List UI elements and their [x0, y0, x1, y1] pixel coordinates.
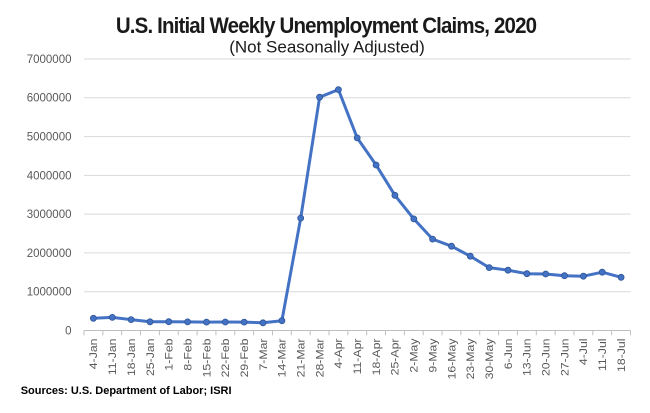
svg-text:(Not Seasonally Adjusted): (Not Seasonally Adjusted)	[229, 38, 425, 57]
svg-text:4000000: 4000000	[27, 170, 72, 182]
svg-text:2000000: 2000000	[27, 248, 72, 260]
svg-text:16-May: 16-May	[446, 338, 458, 379]
svg-text:4-Jan: 4-Jan	[88, 339, 100, 370]
svg-text:14-Mar: 14-Mar	[276, 338, 288, 377]
svg-text:1000000: 1000000	[27, 287, 72, 299]
svg-text:18-Apr: 18-Apr	[370, 338, 382, 375]
svg-text:8-Feb: 8-Feb	[182, 338, 194, 371]
svg-text:1-Feb: 1-Feb	[163, 338, 175, 371]
svg-text:6-Jun: 6-Jun	[502, 339, 514, 370]
svg-text:30-May: 30-May	[484, 338, 496, 379]
svg-text:18-Jul: 18-Jul	[615, 339, 627, 372]
svg-text:11-Jul: 11-Jul	[597, 339, 609, 372]
svg-text:18-Jan: 18-Jan	[125, 339, 137, 377]
svg-text:25-Apr: 25-Apr	[389, 338, 401, 375]
svg-text:0: 0	[65, 325, 71, 337]
svg-text:3000000: 3000000	[27, 209, 72, 221]
svg-text:9-May: 9-May	[427, 338, 439, 372]
svg-text:7-Mar: 7-Mar	[257, 338, 269, 370]
svg-text:2-May: 2-May	[408, 338, 420, 372]
svg-text:11-Apr: 11-Apr	[352, 338, 364, 374]
svg-text:20-Jun: 20-Jun	[540, 339, 552, 377]
svg-text:13-Jun: 13-Jun	[521, 339, 533, 377]
svg-text:15-Feb: 15-Feb	[201, 338, 213, 377]
svg-text:22-Feb: 22-Feb	[220, 338, 232, 377]
svg-text:4-Apr: 4-Apr	[333, 338, 345, 368]
svg-text:27-Jun: 27-Jun	[559, 339, 571, 377]
svg-text:21-Mar: 21-Mar	[295, 338, 307, 377]
svg-text:23-May: 23-May	[465, 338, 477, 379]
svg-text:Sources: U.S. Department of La: Sources: U.S. Department of Labor; ISRI	[21, 385, 232, 397]
svg-text:7000000: 7000000	[27, 54, 72, 66]
svg-text:U.S. Initial Weekly Unemployme: U.S. Initial Weekly Unemployment Claims,…	[116, 13, 536, 38]
svg-text:28-Mar: 28-Mar	[314, 338, 326, 377]
svg-text:4-Jul: 4-Jul	[578, 339, 590, 366]
svg-text:5000000: 5000000	[27, 132, 72, 144]
svg-text:25-Jan: 25-Jan	[144, 339, 156, 377]
svg-text:11-Jan: 11-Jan	[107, 339, 119, 376]
svg-text:6000000: 6000000	[27, 93, 72, 105]
svg-text:29-Feb: 29-Feb	[239, 338, 251, 377]
